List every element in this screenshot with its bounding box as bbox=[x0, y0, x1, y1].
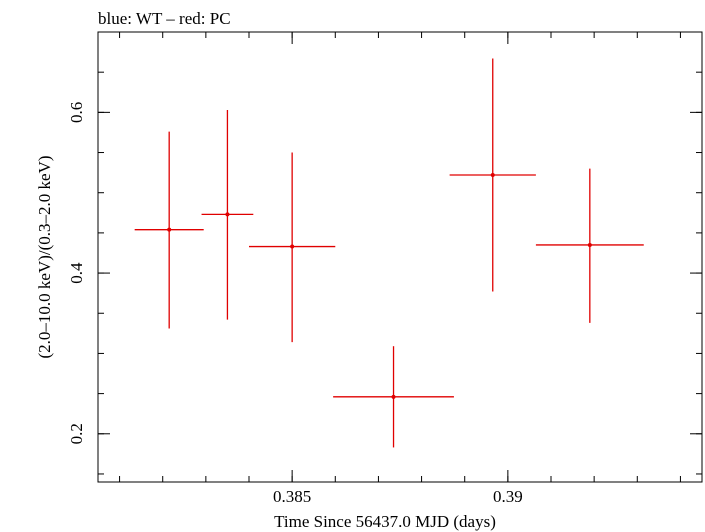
data-marker bbox=[167, 227, 172, 232]
y-tick-label: 0.6 bbox=[67, 102, 86, 123]
data-marker bbox=[290, 244, 295, 249]
data-point bbox=[449, 58, 536, 292]
y-tick-label: 0.4 bbox=[67, 262, 86, 284]
plot-frame bbox=[97, 31, 703, 483]
data-point bbox=[201, 109, 254, 320]
data-point bbox=[333, 346, 454, 448]
data-point bbox=[535, 168, 644, 323]
x-tick-label: 0.385 bbox=[273, 487, 311, 506]
y-tick-label: 0.2 bbox=[67, 423, 86, 444]
chart-title: blue: WT – red: PC bbox=[98, 9, 231, 28]
data-point bbox=[134, 131, 204, 329]
tick-labels: 0.385 0.39 0.2 0.4 0.6 bbox=[67, 102, 523, 506]
x-tick-label: 0.39 bbox=[493, 487, 523, 506]
y-axis-label: (2.0–10.0 keV)/(0.3–2.0 keV) bbox=[35, 155, 54, 358]
data-points bbox=[134, 58, 644, 448]
axis-ticks bbox=[98, 31, 702, 482]
data-marker bbox=[391, 394, 396, 399]
data-marker bbox=[490, 173, 495, 178]
data-point bbox=[249, 152, 336, 343]
data-marker bbox=[225, 212, 230, 217]
data-marker bbox=[587, 242, 592, 247]
x-axis-label: Time Since 56437.0 MJD (days) bbox=[274, 512, 496, 531]
